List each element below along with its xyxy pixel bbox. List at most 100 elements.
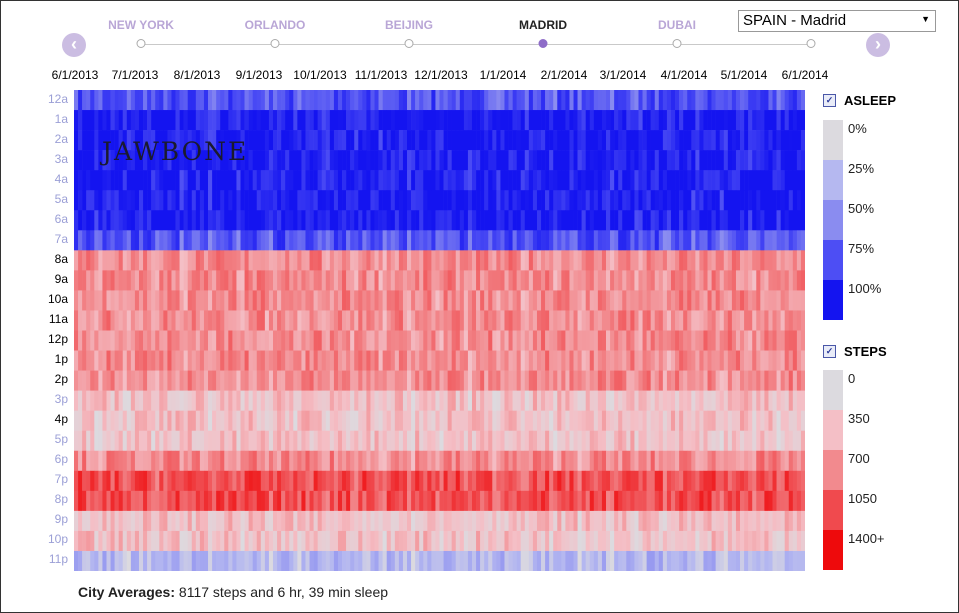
heatmap-cell <box>277 330 282 351</box>
heatmap-cell <box>573 210 578 231</box>
heatmap-cell <box>362 490 367 512</box>
heatmap-cell <box>402 530 408 552</box>
heatmap-cell <box>760 430 765 452</box>
heatmap-cell <box>683 550 688 571</box>
heatmap-cell <box>98 170 103 191</box>
heatmap-cell <box>480 390 485 411</box>
timeline-dot[interactable] <box>136 39 146 48</box>
heatmap-cell <box>707 390 712 411</box>
prev-city-button[interactable]: ‹ <box>62 33 86 57</box>
heatmap-cell <box>480 530 485 552</box>
heatmap-cell <box>130 230 136 251</box>
heatmap-cell <box>232 210 237 231</box>
heatmap-cell <box>467 230 473 251</box>
heatmap-cell <box>735 310 741 331</box>
city-tab-orlando[interactable]: ORLANDO <box>244 18 306 32</box>
heatmap-cell <box>281 550 286 571</box>
timeline-dot[interactable] <box>270 39 280 48</box>
heatmap-cell <box>216 290 221 311</box>
heatmap-cell <box>760 470 765 492</box>
steps-checkbox[interactable]: ✓ <box>823 345 836 358</box>
heatmap-cell <box>325 510 331 532</box>
heatmap-cell <box>662 410 668 432</box>
heatmap-cell <box>297 210 302 231</box>
heatmap-cell <box>463 90 469 111</box>
heatmap-cell <box>159 90 164 111</box>
city-tab-beijing[interactable]: BEIJING <box>384 18 434 32</box>
heatmap-cell <box>78 270 83 291</box>
heatmap-cell <box>727 210 733 231</box>
heatmap-cell <box>407 170 412 191</box>
heatmap-cell <box>488 130 493 151</box>
heatmap-cell <box>711 350 716 371</box>
timeline-dot[interactable] <box>404 39 414 48</box>
heatmap-cell <box>228 310 233 331</box>
city-tab-madrid[interactable]: MADRID <box>519 18 567 32</box>
heatmap-cell <box>601 490 607 512</box>
heatmap-cell <box>297 430 302 452</box>
heatmap-cell <box>683 130 688 151</box>
heatmap-cell <box>151 530 156 552</box>
heatmap-cell <box>788 290 794 311</box>
heatmap-cell <box>102 110 107 131</box>
heatmap-cell <box>224 130 229 151</box>
heatmap-cell <box>642 550 647 571</box>
heatmap-cell <box>577 130 582 151</box>
heatmap-cell <box>443 470 448 492</box>
heatmap-cell <box>216 270 221 291</box>
heatmap-cell <box>553 190 558 211</box>
heatmap-cell <box>366 410 371 432</box>
heatmap-cell <box>800 490 805 512</box>
heatmap-cell <box>398 490 404 512</box>
heatmap-cell <box>423 150 428 171</box>
heatmap-cell <box>788 170 794 191</box>
heatmap-cell <box>82 230 87 251</box>
heatmap-cell <box>715 390 721 411</box>
timeline-dot[interactable] <box>538 39 548 48</box>
heatmap-cell <box>480 190 485 211</box>
next-city-button[interactable]: › <box>866 33 890 57</box>
heatmap-cell <box>342 410 347 432</box>
city-averages-text: 8117 steps and 6 hr, 39 min sleep <box>178 584 389 600</box>
heatmap-cell <box>423 130 428 151</box>
legend-label: 1400+ <box>848 531 885 546</box>
timeline-dot[interactable] <box>806 39 816 48</box>
city-tab-dubai[interactable]: DUBAI <box>658 18 696 32</box>
heatmap-cell <box>378 310 383 331</box>
asleep-checkbox[interactable]: ✓ <box>823 94 836 107</box>
heatmap-cell <box>390 310 396 331</box>
heatmap-cell <box>411 470 416 492</box>
heatmap-cell <box>187 490 193 512</box>
heatmap-cell <box>484 490 489 512</box>
heatmap-cell <box>784 210 790 231</box>
heatmap-cell <box>390 250 396 271</box>
heatmap-cell <box>772 170 777 191</box>
city-tab-new-york[interactable]: NEW YORK <box>108 18 174 32</box>
heatmap-cell <box>407 450 412 472</box>
heatmap-cell <box>252 150 258 171</box>
heatmap-cell <box>796 130 802 151</box>
heatmap-cell <box>744 450 749 472</box>
heatmap-cell <box>536 230 542 251</box>
heatmap-cell <box>642 390 647 411</box>
heatmap-cell <box>175 210 180 231</box>
heatmap-cell <box>614 510 619 532</box>
heatmap-cell <box>78 210 83 231</box>
heatmap-cell <box>622 290 627 311</box>
heatmap-cell <box>630 490 635 512</box>
heatmap-cell <box>443 310 448 331</box>
heatmap-cell <box>516 230 522 251</box>
heatmap-cell <box>800 550 805 571</box>
heatmap-cell <box>342 350 347 371</box>
heatmap-cell <box>411 390 416 411</box>
city-select[interactable]: SPAIN - Madrid ▼ <box>738 10 936 32</box>
heatmap-cell <box>256 150 262 171</box>
timeline-dot[interactable] <box>672 39 682 48</box>
heatmap-cell <box>329 90 335 111</box>
heatmap-cell <box>285 530 290 552</box>
heatmap-cell <box>715 270 721 291</box>
heatmap-cell <box>585 530 591 552</box>
heatmap-cell <box>195 550 201 571</box>
heatmap-cell <box>784 330 790 351</box>
heatmap-cell <box>358 390 363 411</box>
